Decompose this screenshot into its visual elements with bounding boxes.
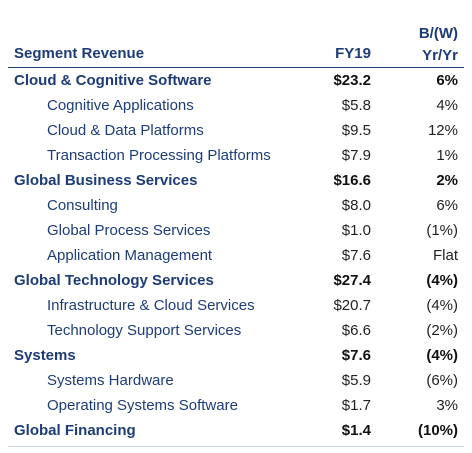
row-name: Global Business Services [14, 172, 198, 189]
change-column-heading: B/(W) Yr/Yr [419, 23, 458, 67]
row-fy19-value: $23.2 [333, 72, 371, 89]
table-bottom-divider [8, 446, 464, 447]
row-yoy-change: 4% [436, 97, 458, 114]
table-row: Application Management $7.6 Flat [0, 243, 472, 268]
table-row: Technology Support Services $6.6 (2%) [0, 318, 472, 343]
row-fy19-value: $9.5 [341, 122, 371, 139]
row-yoy-change: 12% [427, 122, 458, 139]
row-fy19-value: $16.6 [333, 172, 371, 189]
table-row: Global Technology Services $27.4 (4%) [0, 268, 472, 293]
table-row: Systems $7.6 (4%) [0, 343, 472, 368]
row-fy19-value: $5.8 [341, 97, 371, 114]
row-name: Cognitive Applications [47, 97, 194, 114]
row-name: Cloud & Data Platforms [47, 122, 204, 139]
row-name: Transaction Processing Platforms [47, 147, 271, 164]
row-fy19-value: $7.6 [341, 247, 371, 264]
row-name: Operating Systems Software [47, 397, 238, 414]
segment-revenue-table: Cloud & Cognitive Software $23.2 6% Cogn… [0, 68, 472, 443]
row-fy19-value: $27.4 [333, 272, 371, 289]
row-name: Global Technology Services [14, 272, 214, 289]
row-fy19-value: $7.9 [341, 147, 371, 164]
row-name: Consulting [47, 197, 118, 214]
table-header: Segment Revenue FY19 B/(W) Yr/Yr [0, 0, 472, 70]
row-yoy-change: 1% [436, 147, 458, 164]
change-heading-line1: B/(W) [418, 25, 458, 42]
row-name: Application Management [47, 247, 213, 264]
row-yoy-change: (4%) [426, 272, 458, 289]
row-yoy-change: (4%) [426, 347, 458, 364]
table-row: Transaction Processing Platforms $7.9 1% [0, 143, 472, 168]
segment-revenue-heading: Segment Revenue [14, 45, 145, 62]
row-fy19-value: $8.0 [341, 197, 371, 214]
row-fy19-value: $5.9 [341, 372, 371, 389]
row-yoy-change: 6% [436, 197, 458, 214]
row-yoy-change: (2%) [426, 322, 458, 339]
row-name: Infrastructure & Cloud Services [47, 297, 255, 314]
table-row: Infrastructure & Cloud Services $20.7 (4… [0, 293, 472, 318]
row-fy19-value: $6.6 [341, 322, 371, 339]
row-name: Global Financing [14, 422, 136, 439]
row-name: Global Process Services [47, 222, 211, 239]
table-row: Global Process Services $1.0 (1%) [0, 218, 472, 243]
header-divider [8, 67, 464, 68]
fy19-column-heading: FY19 [335, 45, 371, 62]
row-name: Cloud & Cognitive Software [14, 72, 212, 89]
row-name: Systems [14, 347, 76, 364]
table-row: Systems Hardware $5.9 (6%) [0, 368, 472, 393]
change-heading-line2: Yr/Yr [422, 47, 458, 64]
row-name: Technology Support Services [47, 322, 242, 339]
row-yoy-change: 3% [436, 397, 458, 414]
table-row: Cloud & Cognitive Software $23.2 6% [0, 68, 472, 93]
table-row: Consulting $8.0 6% [0, 193, 472, 218]
table-row: Global Business Services $16.6 2% [0, 168, 472, 193]
row-yoy-change: (10%) [417, 422, 458, 439]
table-row: Operating Systems Software $1.7 3% [0, 393, 472, 418]
row-yoy-change: (1%) [426, 222, 458, 239]
table-row: Cognitive Applications $5.8 4% [0, 93, 472, 118]
row-yoy-change: (6%) [426, 372, 458, 389]
row-name: Systems Hardware [47, 372, 174, 389]
row-yoy-change: 2% [436, 172, 458, 189]
table-row: Cloud & Data Platforms $9.5 12% [0, 118, 472, 143]
row-fy19-value: $1.0 [341, 222, 371, 239]
row-yoy-change: 6% [436, 72, 458, 89]
row-fy19-value: $1.7 [341, 397, 371, 414]
row-yoy-change: (4%) [426, 297, 458, 314]
row-fy19-value: $20.7 [333, 297, 371, 314]
row-fy19-value: $7.6 [341, 347, 371, 364]
row-yoy-change: Flat [432, 247, 458, 264]
row-fy19-value: $1.4 [341, 422, 371, 439]
table-row: Global Financing $1.4 (10%) [0, 418, 472, 443]
